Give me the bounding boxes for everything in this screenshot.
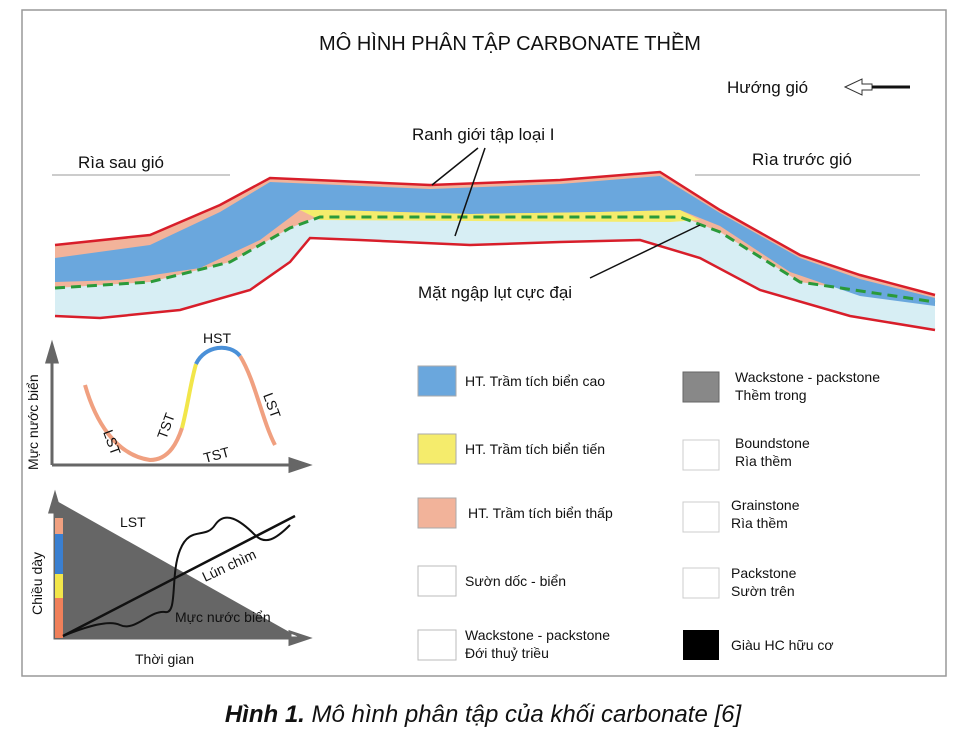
x-label: Thời gian	[135, 651, 194, 667]
color-bar	[55, 574, 63, 598]
color-bar	[55, 518, 63, 534]
sea-level-line	[62, 516, 291, 637]
swatch	[417, 629, 457, 661]
curve	[83, 384, 184, 463]
color-bar	[55, 598, 63, 638]
swatch	[417, 497, 457, 529]
legend	[417, 365, 720, 661]
legend-label: Rìa thềm	[731, 515, 788, 531]
legend-label: HT. Trầm tích biển cao	[465, 373, 605, 389]
highstand-layer	[55, 176, 935, 306]
axes	[44, 339, 313, 474]
legend-text: HT. Trầm tích biển cao HT. Trầm tích biển…	[465, 369, 880, 661]
sea-level-panel: Mực nước biển LST TST HST TST LST	[25, 330, 313, 474]
legend-label: Packstone	[731, 565, 797, 581]
y-label: Chiều dày	[29, 552, 45, 615]
color-bar	[55, 534, 63, 574]
thickness-panel: Chiều dày Thời gian LST Lún chìm Mực nướ…	[29, 489, 313, 667]
lst: LST	[120, 514, 146, 530]
caption-label: Hình 1.	[225, 701, 305, 728]
legend-label: Rìa thềm	[735, 453, 792, 469]
swatch	[682, 501, 720, 533]
legend-label: HT. Trầm tích biển thấp	[468, 505, 613, 521]
transgressive-layer	[300, 210, 700, 222]
legend-label: Wackstone - packstone	[735, 369, 880, 385]
right-margin: Rìa trước gió	[752, 150, 852, 169]
curve	[194, 345, 242, 366]
phase: TST	[202, 443, 232, 465]
legend-label: Wackstone - packstone	[465, 627, 610, 643]
boundary-bottom	[54, 236, 936, 332]
caption: Hình 1. Mô hình phân tập của khối carbon…	[225, 701, 743, 728]
pointer	[589, 224, 701, 279]
legend-label: HT. Trầm tích biển tiến	[465, 441, 605, 457]
swatch	[417, 365, 457, 397]
wind-label: Hướng gió	[727, 78, 808, 97]
swatch	[682, 567, 720, 599]
title: MÔ HÌNH PHÂN TẬP CARBONATE THỀM	[319, 32, 701, 55]
legend-label: Đới thuỷ triều	[465, 645, 549, 661]
swatch	[682, 439, 720, 471]
swatch	[417, 433, 457, 465]
legend-label: Sườn dốc - biển	[465, 573, 566, 589]
legend-label: Giàu HC hữu cơ	[731, 637, 834, 653]
sea-level-label: Mực nước biển	[175, 609, 271, 625]
caption-text: Mô hình phân tập của khối carbonate [6]	[312, 701, 743, 728]
y-label: Mực nước biển	[25, 374, 41, 470]
phase: HST	[203, 330, 231, 346]
boundary-top	[54, 170, 936, 297]
left-margin: Rìa sau gió	[78, 153, 164, 172]
legend-label: Boundstone	[735, 435, 810, 451]
curve	[238, 354, 277, 446]
legend-label: Sườn trên	[731, 583, 795, 599]
swatch	[682, 371, 720, 403]
boundary-label: Ranh giới tập loại I	[412, 125, 555, 144]
pointer	[431, 147, 486, 237]
cross-section	[54, 170, 936, 332]
flooding-line	[54, 215, 936, 304]
curve	[180, 363, 198, 429]
flooding-label: Mặt ngập lụt cực đại	[418, 283, 572, 302]
swatch	[683, 630, 719, 660]
shelf-layer	[55, 216, 935, 330]
legend-label: Grainstone	[731, 497, 800, 513]
legend-label: Thềm trong	[735, 387, 807, 403]
swatch	[417, 565, 457, 597]
